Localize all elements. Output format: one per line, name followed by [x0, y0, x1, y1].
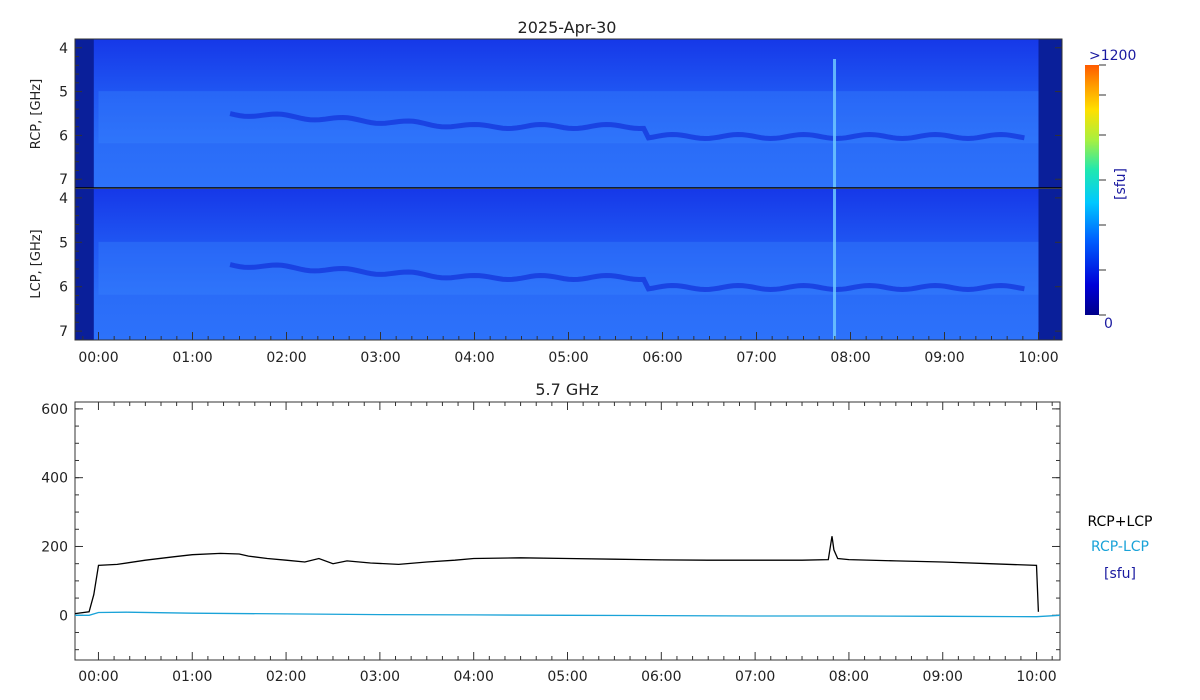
- time-tick-label: 01:00: [172, 350, 212, 366]
- lightcurve-frame: [74, 401, 1061, 661]
- drift-band: [229, 111, 1025, 142]
- lc-time-tick-label: 00:00: [78, 669, 118, 685]
- freq-tick-label: 5: [59, 85, 68, 101]
- colorbar-max-label: >1200: [1089, 48, 1136, 64]
- rcp-ylabel: RCP, [GHz]: [29, 79, 44, 149]
- flux-tick-label: 0: [59, 608, 68, 624]
- freq-tick-label: 7: [59, 172, 68, 188]
- lc-time-tick-label: 01:00: [172, 669, 212, 685]
- lc-time-tick-label: 04:00: [454, 669, 494, 685]
- lc-time-tick-label: 08:00: [829, 669, 869, 685]
- lcp-panel: LCP, [GHz] 4 5 6 7: [29, 189, 1062, 340]
- time-tick-label: 06:00: [642, 350, 682, 366]
- series-rcp-plus-lcp: [74, 536, 1040, 615]
- lc-time-tick-label: 07:00: [735, 669, 775, 685]
- dark-band-end: [1038, 39, 1062, 188]
- legend-sum-label: RCP+LCP: [1088, 514, 1153, 530]
- freq-tick-label: 4: [59, 191, 68, 207]
- lc-time-tick-label: 03:00: [360, 669, 400, 685]
- time-tick-label: 09:00: [924, 350, 964, 366]
- time-tick-label: 03:00: [360, 350, 400, 366]
- lcp-ylabel: LCP, [GHz]: [29, 229, 44, 298]
- drift-band: [229, 262, 1025, 293]
- colorbar-gradient: [1085, 65, 1099, 315]
- dark-band-start: [75, 189, 94, 340]
- lc-time-tick-label: 02:00: [266, 669, 306, 685]
- freq-tick-label: 7: [59, 324, 68, 340]
- time-tick-label: 08:00: [830, 350, 870, 366]
- colorbar-unit-label: [sfu]: [1113, 168, 1129, 200]
- flux-tick-label: 200: [41, 539, 68, 555]
- colorbar: >1200 0 [sfu]: [1085, 48, 1136, 332]
- lc-time-tick-label: 06:00: [641, 669, 681, 685]
- lightcurve-title: 5.7 GHz: [535, 380, 598, 399]
- lc-time-tick-label: 10:00: [1016, 669, 1056, 685]
- rcp-panel: RCP, [GHz] 4 5 6 7: [29, 39, 1062, 188]
- series-rcp-minus-lcp: [75, 611, 1061, 618]
- legend-diff-label: RCP-LCP: [1091, 539, 1149, 555]
- dark-band-start: [75, 39, 94, 188]
- lc-time-tick-label: 05:00: [547, 669, 587, 685]
- time-tick-label: 10:00: [1018, 350, 1058, 366]
- freq-tick-label: 5: [59, 235, 68, 251]
- freq-tick-label: 6: [59, 128, 68, 144]
- time-tick-label: 07:00: [736, 350, 776, 366]
- time-tick-label: 02:00: [266, 350, 306, 366]
- time-tick-label: 04:00: [454, 350, 494, 366]
- flux-tick-label: 600: [41, 402, 68, 418]
- dark-band-end: [1038, 189, 1062, 340]
- legend: RCP+LCP RCP-LCP [sfu]: [1088, 514, 1153, 582]
- spectrum-title: 2025-Apr-30: [518, 18, 617, 37]
- flux-tick-label: 400: [41, 471, 68, 487]
- time-tick-label: 05:00: [548, 350, 588, 366]
- freq-tick-label: 6: [59, 280, 68, 296]
- time-tick-label: 00:00: [78, 350, 118, 366]
- legend-unit-label: [sfu]: [1104, 566, 1136, 582]
- lc-time-tick-label: 09:00: [923, 669, 963, 685]
- freq-tick-label: 4: [59, 41, 68, 57]
- colorbar-min-label: 0: [1104, 316, 1113, 332]
